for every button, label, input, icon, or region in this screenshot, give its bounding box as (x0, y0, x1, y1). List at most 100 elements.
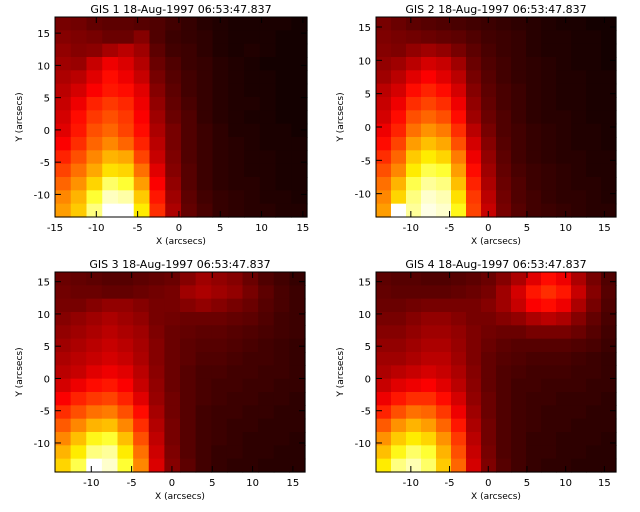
y-tick-label: -10 (355, 439, 371, 450)
heatmap-cell (181, 17, 198, 31)
heatmap-cell (586, 418, 602, 433)
heatmap-cell (291, 83, 308, 98)
heatmap-cell (376, 123, 392, 138)
heatmap-cell (571, 83, 587, 98)
heatmap-cell (496, 190, 512, 205)
heatmap-cell (481, 405, 497, 420)
heatmap-cell (571, 177, 587, 191)
heatmap-cell (86, 405, 103, 420)
heatmap-cell (436, 70, 452, 85)
heatmap-cell (496, 83, 512, 98)
heatmap-cell (421, 312, 437, 326)
chart-panel-2: -10 -5 0 5 10 15 -10 -5 0 5 10 15 GIS 2 18-Aug-1997 … (336, 3, 617, 247)
heatmap-cell (55, 83, 72, 98)
heatmap-cell (133, 285, 150, 300)
heatmap-cell (101, 392, 119, 406)
x-axis-label: X (arcsecs) (156, 237, 206, 247)
heatmap-cell (391, 137, 407, 151)
heatmap-cell (466, 312, 482, 326)
heatmap-cell (511, 97, 527, 111)
heatmap-cell (258, 298, 275, 313)
heatmap-cell (496, 70, 512, 85)
heatmap-cell (466, 177, 482, 191)
heatmap-cell (244, 70, 261, 85)
heatmap-cell (481, 378, 497, 393)
heatmap-cell (586, 445, 602, 460)
heatmap-cell (511, 70, 527, 85)
heatmap-cell (55, 70, 72, 85)
heatmap-cell (291, 177, 308, 191)
heatmap-cell (451, 272, 467, 286)
heatmap-cell (481, 123, 497, 138)
heatmap-cell (391, 272, 407, 286)
heatmap-cell (133, 458, 150, 473)
heatmap-cell (421, 17, 437, 31)
heatmap-cell (526, 30, 542, 45)
heatmap-cell (102, 57, 119, 71)
heatmap-cell (180, 432, 197, 446)
heatmap-cell (556, 338, 572, 353)
heatmap-cell (117, 312, 134, 326)
heatmap-cell (496, 458, 512, 473)
y-tick-label: 5 (365, 342, 371, 353)
heatmap-cell (228, 83, 245, 98)
heatmap-cell (556, 458, 572, 473)
heatmap-cell (86, 163, 103, 178)
heatmap-cell (541, 57, 557, 71)
heatmap-cell (55, 325, 72, 340)
heatmap-cell (496, 203, 512, 218)
heatmap-cell (133, 445, 150, 460)
heatmap-cell (511, 338, 527, 353)
heatmap-cell (586, 458, 602, 473)
heatmap-cell (406, 298, 422, 313)
heatmap-cell (466, 137, 482, 151)
heatmap-cell (102, 150, 119, 165)
heatmap-cell (148, 298, 165, 313)
heatmap-cell (149, 83, 166, 98)
heatmap-cell (117, 325, 134, 340)
heatmap-cell (451, 312, 467, 326)
x-tick-label: 5 (217, 223, 223, 234)
heatmap-cell (133, 378, 150, 393)
heatmap-cell (273, 365, 290, 380)
heatmap-cell (571, 43, 587, 58)
heatmap-cell (391, 83, 407, 98)
heatmap-cell (164, 325, 181, 340)
heatmap-cell (70, 352, 87, 366)
heatmap-cell (526, 445, 542, 460)
heatmap-cell (164, 365, 181, 380)
heatmap-cell (273, 458, 290, 473)
heatmap-cell (481, 83, 497, 98)
heatmap-cell (196, 110, 214, 125)
heatmap-cell (164, 338, 181, 353)
heatmap-cell (526, 312, 542, 326)
heatmap-cell (391, 110, 407, 125)
heatmap-cell (526, 70, 542, 85)
heatmap-cell (586, 137, 602, 151)
heatmap-cell (55, 405, 72, 420)
heatmap-cell (55, 150, 72, 165)
heatmap-cell (118, 30, 135, 45)
heatmap-cell (391, 70, 407, 85)
heatmap-cell (133, 272, 150, 286)
heatmap-cell (571, 312, 587, 326)
heatmap-cell (244, 17, 261, 31)
heatmap-cell (195, 392, 212, 406)
heatmap-cell (376, 43, 392, 58)
heatmap-cell (601, 30, 617, 45)
heatmap-cell (421, 177, 437, 191)
heatmap-cell (133, 298, 150, 313)
heatmap-cells (376, 272, 617, 473)
heatmap-cell (556, 43, 572, 58)
heatmap-cell (526, 285, 542, 300)
heatmap-cell (133, 110, 151, 125)
heatmap-cell (511, 352, 527, 366)
heatmap-cell (86, 458, 103, 473)
heatmap-cell (466, 432, 482, 446)
heatmap-cell (556, 445, 572, 460)
y-tick-label: -5 (361, 156, 371, 167)
heatmap-cell (148, 405, 165, 420)
heatmap-cell (511, 405, 527, 420)
heatmap-cell (511, 123, 527, 138)
